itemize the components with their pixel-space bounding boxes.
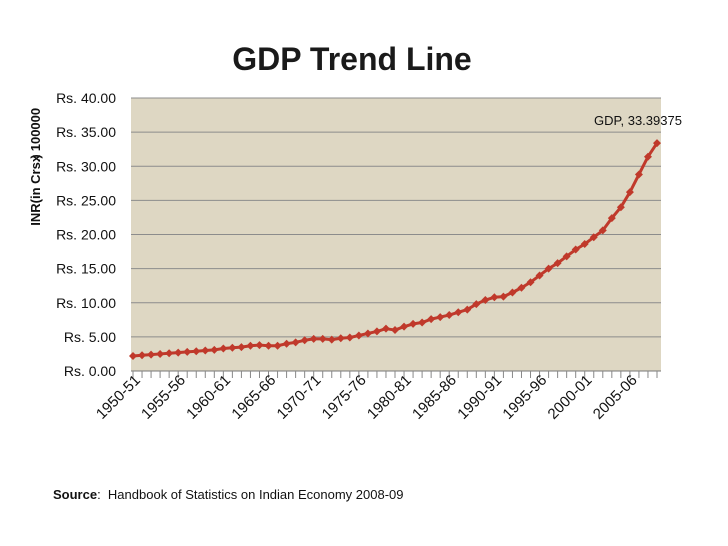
gdp-point	[526, 278, 535, 287]
x-tick-label: 2000-01	[545, 372, 596, 423]
y-tick-labels: Rs. 0.00 Rs. 5.00 Rs. 10.00 Rs. 15.00 Rs. 20…	[56, 90, 116, 379]
gdp-point	[192, 347, 201, 356]
gdp-point	[517, 283, 526, 292]
gdp-point	[282, 339, 291, 348]
gdp-annotation: GDP, 33.39375	[594, 113, 682, 128]
gdp-point	[634, 170, 643, 179]
y-axis-label: INR(in Crs.)	[28, 154, 43, 226]
gdp-point	[472, 300, 481, 309]
x-tick-label: 1995-96	[499, 372, 550, 423]
gdp-point	[616, 203, 625, 212]
gdp-point	[445, 311, 454, 320]
gdp-point	[391, 326, 399, 335]
gdp-point	[228, 343, 237, 352]
y-unit-label: x 100000	[28, 108, 43, 162]
x-tick-label: 1965-66	[228, 372, 279, 423]
gdp-point	[309, 334, 318, 343]
y-tick-label: Rs. 15.00	[56, 261, 116, 277]
gdp-series	[129, 139, 661, 360]
gdp-point	[427, 315, 436, 324]
gdp-point	[273, 341, 282, 350]
y-tick-label: Rs. 20.00	[56, 227, 116, 243]
gdp-point	[363, 329, 372, 338]
gdp-point	[625, 188, 634, 197]
gdp-point	[165, 349, 174, 358]
gdp-point	[327, 335, 336, 344]
x-tick-label: 1970-71	[274, 372, 325, 423]
source-text: Handbook of Statistics on Indian Economy…	[107, 487, 404, 502]
gdp-point	[201, 346, 210, 355]
chart-title: GDP Trend Line	[232, 41, 471, 77]
y-tick-label: Rs. 10.00	[56, 295, 116, 311]
x-tick-label: 1975-76	[319, 372, 370, 423]
gdp-point	[589, 233, 598, 242]
gdp-point	[535, 271, 544, 280]
gdp-point	[246, 341, 255, 350]
gdp-point	[138, 351, 147, 360]
gdp-point	[499, 292, 508, 301]
y-tick-label: Rs. 40.00	[56, 90, 116, 106]
gdp-point	[463, 305, 472, 314]
gdp-point	[544, 264, 553, 273]
gdp-point	[643, 152, 652, 161]
x-tick-label: 1985-86	[409, 372, 460, 423]
x-tick-labels: 1950-511955-561960-611965-661970-711975-…	[93, 372, 641, 423]
y-tick-label: Rs. 35.00	[56, 124, 116, 140]
gdp-point	[400, 322, 409, 331]
gdp-point	[553, 259, 562, 268]
gdp-point	[318, 334, 327, 343]
x-tick-label: 1990-91	[454, 372, 505, 423]
gdp-point	[156, 349, 165, 358]
gdp-point	[291, 338, 300, 347]
x-minor-ticks	[132, 371, 658, 378]
gdp-point	[580, 240, 589, 249]
x-tick-label: 2005-06	[590, 372, 641, 423]
source-label: Source	[53, 487, 98, 502]
gdp-point	[174, 348, 183, 357]
gdp-point	[454, 308, 463, 317]
y-tick-label: Rs. 25.00	[56, 192, 116, 208]
gdp-point	[219, 344, 228, 353]
gdp-point	[562, 252, 571, 261]
gdp-point	[481, 296, 490, 305]
gdp-point	[210, 345, 219, 354]
gdp-point	[300, 336, 309, 345]
y-tick-label: Rs. 30.00	[56, 158, 116, 174]
gdp-point	[381, 324, 390, 333]
source-note: Source: Handbook of Statistics on Indian…	[53, 487, 404, 502]
gdp-point	[129, 351, 137, 360]
gdp-point	[607, 214, 616, 223]
gdp-point	[345, 333, 354, 342]
gdp-point	[237, 343, 246, 352]
gdp-point	[255, 341, 264, 350]
x-tick-label: 1980-81	[364, 372, 415, 423]
gdp-point	[490, 293, 499, 302]
gdp-point	[508, 288, 517, 297]
gdp-point	[409, 319, 418, 328]
gdp-point	[336, 334, 345, 343]
gdp-point	[653, 139, 661, 148]
x-tick-label: 1950-51	[93, 372, 144, 423]
x-tick-label: 1960-61	[183, 372, 234, 423]
gridlines	[131, 97, 661, 372]
gdp-point	[372, 327, 381, 336]
gdp-point	[598, 226, 607, 235]
gdp-point	[183, 347, 192, 356]
gdp-point	[571, 245, 580, 254]
gdp-point	[264, 341, 273, 350]
x-tick-label: 1955-56	[138, 372, 189, 423]
gdp-point	[418, 318, 427, 327]
gdp-point	[354, 331, 363, 340]
y-tick-label: Rs. 0.00	[64, 363, 116, 379]
gdp-point	[436, 313, 445, 322]
y-tick-label: Rs. 5.00	[64, 329, 116, 345]
gdp-point	[147, 350, 156, 359]
